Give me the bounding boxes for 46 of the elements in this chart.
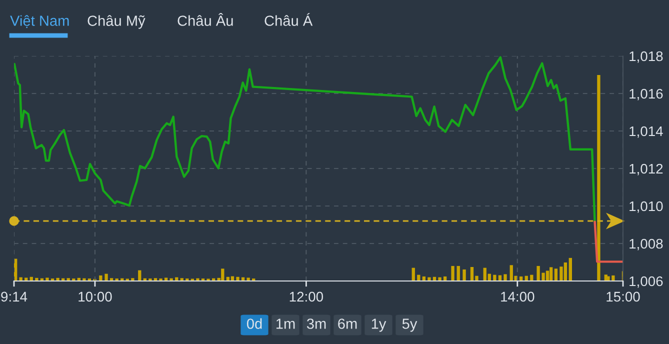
y-tick-label: 1,010: [630, 201, 663, 213]
text: 1y: [372, 318, 386, 332]
bar: [412, 268, 415, 281]
bar: [493, 274, 496, 281]
y-tick-label: 1,006: [630, 276, 663, 288]
bar: [550, 267, 553, 281]
y-tick-label: 1,012: [630, 164, 663, 176]
text: 6m: [338, 318, 357, 329]
bar: [221, 268, 224, 281]
bar: [46, 278, 49, 281]
bar: [99, 275, 102, 281]
y-tick-label: 1,016: [630, 88, 663, 100]
text: 0d: [246, 318, 262, 329]
bar: [504, 274, 507, 281]
text: Châu Âu: [178, 13, 233, 26]
x-tick-label: 9:14: [1, 292, 28, 302]
bar: [597, 75, 600, 281]
x-tick-label: 10:00: [78, 292, 112, 302]
text: 1m: [276, 318, 295, 329]
line-series: [14, 56, 596, 223]
y-tick-label: 1,014: [630, 126, 663, 138]
bar: [35, 278, 38, 281]
text: Việt Nam: [10, 15, 69, 28]
bar: [56, 278, 60, 281]
y-tick-label: 1,008: [630, 238, 663, 250]
bar: [451, 266, 454, 281]
y-tick-label: 1,018: [630, 51, 663, 63]
bar: [564, 262, 568, 281]
bar: [131, 278, 134, 281]
text: Châu Á: [264, 13, 313, 26]
bar: [568, 258, 572, 281]
text: Châu Mỹ: [88, 15, 146, 29]
bar: [246, 278, 250, 281]
bar: [554, 268, 558, 281]
text: 5y: [402, 318, 418, 332]
x-tick-label: 15:00: [606, 292, 640, 302]
bar: [462, 269, 466, 281]
x-tick-label: 12:00: [290, 292, 324, 302]
bar: [546, 270, 550, 281]
bar: [560, 266, 563, 281]
text: 3m: [306, 318, 326, 329]
bar: [498, 275, 502, 281]
bar: [236, 276, 240, 281]
bar: [104, 274, 108, 281]
bar: [456, 266, 460, 281]
x-tick-label: 14:00: [501, 292, 534, 302]
